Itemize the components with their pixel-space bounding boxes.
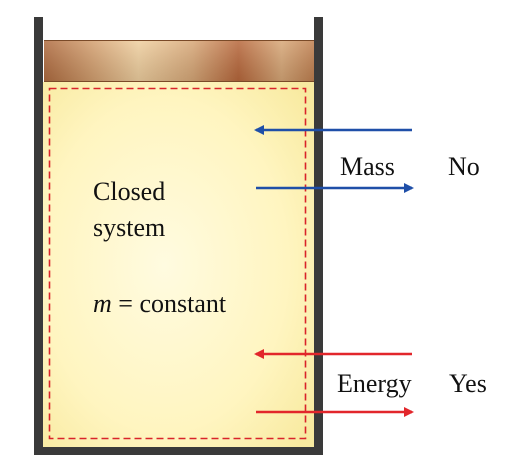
mass-relation: = constant <box>111 289 227 318</box>
energy-answer: Yes <box>449 369 487 398</box>
mass-answer: No <box>448 152 480 181</box>
system-label: Closed system <box>93 174 165 246</box>
mass-label: Mass <box>340 152 395 181</box>
system-boundary <box>48 87 307 440</box>
mass-symbol: m <box>93 289 112 318</box>
system-label-line1: Closed <box>93 177 166 206</box>
mass-constant-label: m = constant <box>93 289 227 319</box>
system-label-line2: system <box>93 212 166 242</box>
energy-label: Energy <box>337 369 412 398</box>
cylinder-wall <box>34 17 323 455</box>
gas-region <box>42 82 314 448</box>
